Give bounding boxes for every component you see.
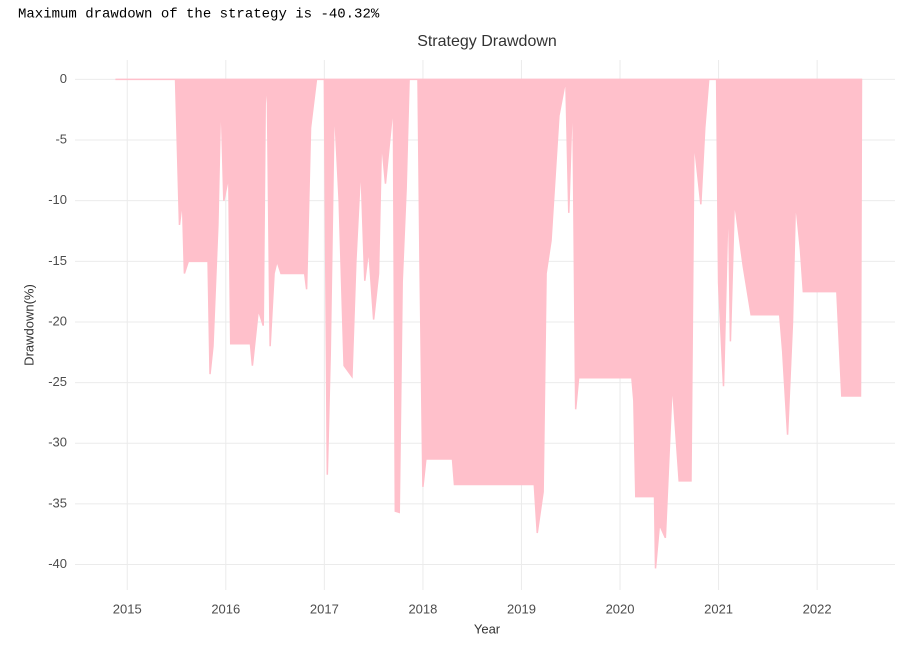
y-tick-label: -5 (55, 131, 67, 146)
x-tick-label: 2022 (803, 601, 832, 616)
y-tick-label: -35 (48, 495, 67, 510)
y-tick-label: -30 (48, 435, 67, 450)
chart-title: Strategy Drawdown (417, 33, 557, 50)
drawdown-area (115, 78, 863, 569)
x-axis-title: Year (474, 621, 501, 636)
y-tick-label: -25 (48, 374, 67, 389)
y-tick-label: -20 (48, 313, 67, 328)
x-tick-label: 2020 (606, 601, 635, 616)
y-tick-label: -10 (48, 192, 67, 207)
y-axis-title: Drawdown(%) (21, 284, 36, 366)
x-tick-label: 2017 (310, 601, 339, 616)
y-tick-label: -40 (48, 556, 67, 571)
x-tick-label: 2019 (507, 601, 536, 616)
x-tick-label: 2015 (113, 601, 142, 616)
x-tick-label: 2016 (211, 601, 240, 616)
x-tick-label: 2018 (408, 601, 437, 616)
x-tick-label: 2021 (704, 601, 733, 616)
y-tick-label: -15 (48, 253, 67, 268)
y-tick-label: 0 (60, 71, 67, 86)
header-text: Maximum drawdown of the strategy is -40.… (18, 7, 380, 23)
